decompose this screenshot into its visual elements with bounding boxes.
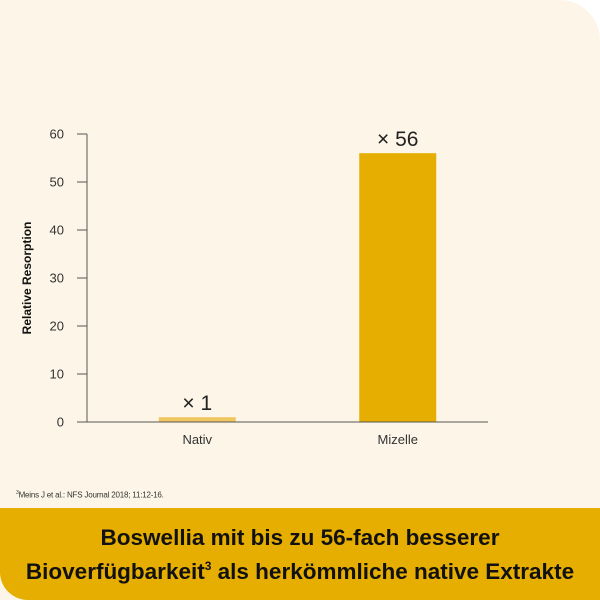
footnote-marker: 3 — [16, 490, 19, 496]
y-tick-label: 0 — [57, 415, 64, 430]
y-tick-label: 30 — [50, 271, 64, 286]
x-tick-label: Nativ — [182, 432, 212, 447]
y-tick-label: 20 — [50, 319, 64, 334]
footnote-text: Meins J et al.: NFS Journal 2018; 11:12-… — [18, 490, 164, 500]
bar-chart: Relative Resorption 0 10 20 30 40 50 60 × 1 Nat… — [20, 127, 488, 447]
headline-line-1: Boswellia mit bis zu 56-fach besserer — [100, 524, 500, 550]
data-label: × 1 — [182, 392, 212, 415]
x-tick-label: Mizelle — [378, 432, 418, 447]
y-tick-label: 40 — [50, 223, 64, 238]
data-label: × 56 — [377, 128, 418, 151]
bar-mizelle — [359, 153, 437, 422]
bar-nativ — [158, 417, 236, 422]
headline-sup: 3 — [204, 558, 212, 573]
footnote: 3Meins J et al.: NFS Journal 2018; 11:12… — [16, 490, 164, 500]
y-tick-label: 60 — [50, 127, 64, 142]
y-tick-label: 50 — [50, 175, 64, 190]
y-axis-label: Relative Resorption — [20, 222, 34, 335]
y-tick-label: 10 — [50, 367, 64, 382]
headline-banner: Boswellia mit bis zu 56-fach besserer Bi… — [0, 508, 600, 600]
headline-line-2a: Bioverfügbarkeit — [25, 558, 205, 584]
headline-line-2b: als herkömmliche native Extrakte — [211, 558, 575, 584]
headline-line-2: Bioverfügbarkeit3 als herkömmliche nativ… — [26, 552, 574, 586]
